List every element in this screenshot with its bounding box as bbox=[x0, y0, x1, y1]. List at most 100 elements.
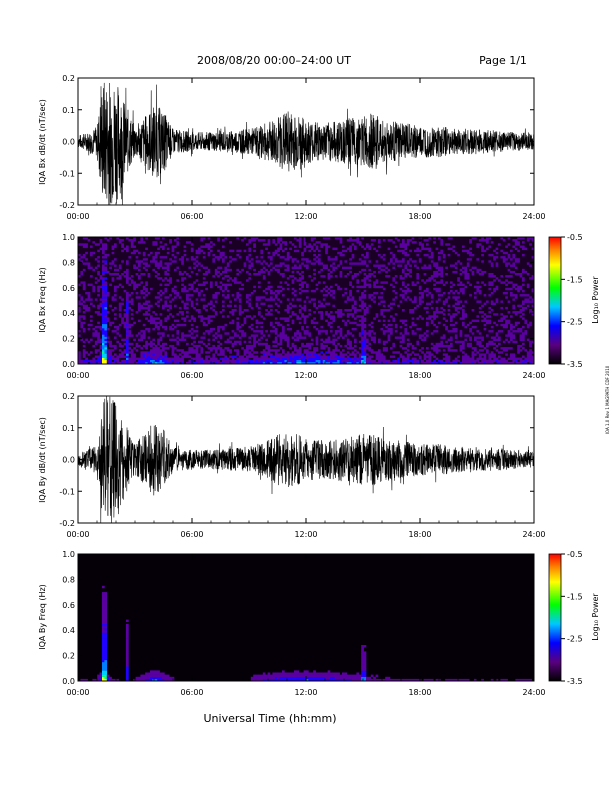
spectrogram-cell bbox=[90, 275, 93, 278]
spectrogram-cell bbox=[238, 357, 242, 361]
spectrogram-cell bbox=[282, 351, 285, 354]
spectrogram-cell bbox=[188, 319, 192, 323]
spectrogram-cell bbox=[104, 619, 108, 623]
spectrogram-cell bbox=[495, 300, 499, 303]
spectrogram-cell bbox=[505, 251, 508, 255]
spectrogram-cell bbox=[363, 313, 367, 316]
spectrogram-cell bbox=[104, 270, 108, 274]
spectrogram-cell bbox=[102, 309, 105, 312]
spectrogram-cell bbox=[486, 321, 489, 325]
spectrogram-cell bbox=[214, 349, 218, 352]
spectrogram-cell bbox=[205, 281, 208, 284]
spectrogram-cell bbox=[488, 357, 492, 361]
spectrogram-cell bbox=[94, 340, 98, 344]
spectrogram-cell bbox=[507, 275, 511, 278]
spectrogram-cell bbox=[428, 351, 432, 354]
spectrogram-cell bbox=[378, 270, 381, 274]
spectrogram-cell bbox=[474, 353, 477, 356]
spectrogram-cell bbox=[313, 253, 316, 257]
spectrogram-cell bbox=[303, 304, 307, 308]
spectrogram-cell bbox=[402, 249, 405, 253]
spectrogram-cell bbox=[390, 361, 393, 365]
spectrogram-cell bbox=[330, 361, 333, 365]
spectrogram-cell bbox=[339, 328, 343, 331]
spectrogram-cell bbox=[454, 270, 458, 274]
spectrogram-cell bbox=[301, 672, 304, 675]
spectrogram-cell bbox=[493, 302, 496, 306]
spectrogram-cell bbox=[325, 344, 328, 348]
spectrogram-cell bbox=[147, 672, 151, 675]
spectrogram-cell bbox=[154, 347, 158, 350]
spectrogram-cell bbox=[109, 361, 112, 365]
spectrogram-cell bbox=[174, 245, 177, 248]
spectrogram-cell bbox=[246, 256, 249, 259]
spectrogram-cell bbox=[92, 332, 96, 335]
spectrogram-cell bbox=[334, 283, 338, 287]
spectrogram-cell bbox=[373, 247, 376, 251]
spectrogram-cell bbox=[104, 638, 108, 642]
spectrogram-cell bbox=[159, 359, 163, 363]
spectrogram-cell bbox=[190, 357, 194, 361]
spectrogram-cell bbox=[94, 342, 98, 346]
spectrogram-cell bbox=[118, 277, 122, 280]
spectrogram-cell bbox=[337, 237, 340, 240]
spectrogram-cell bbox=[106, 239, 110, 242]
spectrogram-cell bbox=[354, 306, 357, 310]
spectrogram-cell bbox=[159, 336, 163, 339]
spectrogram-cell bbox=[181, 273, 184, 276]
spectrogram-cell bbox=[133, 249, 136, 253]
spectrogram-cell bbox=[330, 674, 333, 678]
spectrogram-cell bbox=[337, 251, 340, 255]
spectrogram-cell bbox=[339, 357, 343, 361]
spectrogram-cell bbox=[510, 323, 513, 327]
spectrogram-cell bbox=[118, 344, 122, 348]
spectrogram-cell bbox=[380, 296, 384, 299]
spectrogram-cell bbox=[214, 281, 218, 284]
spectrogram-cell bbox=[78, 300, 81, 303]
spectrogram-cell bbox=[200, 361, 204, 365]
spectrogram-cell bbox=[327, 237, 331, 240]
spectrogram-cell bbox=[195, 309, 199, 312]
spectrogram-cell bbox=[102, 645, 105, 648]
spectrogram-cell bbox=[186, 294, 189, 297]
spectrogram-cell bbox=[154, 676, 158, 680]
spectrogram-cell bbox=[128, 334, 132, 337]
spectrogram-cell bbox=[279, 353, 283, 356]
spectrogram-cell bbox=[462, 311, 465, 314]
spectrogram-cell bbox=[505, 319, 508, 323]
spectrogram-cell bbox=[267, 676, 271, 680]
spectrogram-cell bbox=[339, 260, 343, 263]
spectrogram-cell bbox=[426, 243, 429, 246]
spectrogram-cell bbox=[385, 330, 388, 333]
spectrogram-cell bbox=[99, 359, 103, 363]
spectrogram-cell bbox=[435, 309, 439, 312]
spectrogram-cell bbox=[445, 319, 448, 323]
spectrogram-cell bbox=[339, 344, 343, 348]
spectrogram-cell bbox=[406, 332, 410, 335]
spectrogram-cell bbox=[181, 361, 184, 365]
spectrogram-cell bbox=[248, 273, 252, 276]
spectrogram-cell bbox=[399, 260, 403, 263]
x-tick-label: 06:00 bbox=[180, 212, 203, 221]
spectrogram-cell bbox=[526, 355, 530, 358]
spectrogram-cell bbox=[478, 300, 482, 303]
spectrogram-cell bbox=[488, 306, 492, 310]
spectrogram-cell bbox=[248, 355, 252, 358]
spectrogram-cell bbox=[301, 342, 304, 346]
spectrogram-cell bbox=[378, 353, 381, 356]
spectrogram-cell bbox=[517, 361, 520, 365]
spectrogram-cell bbox=[130, 351, 134, 354]
spectrogram-cell bbox=[363, 657, 367, 661]
spectrogram-cell bbox=[282, 262, 285, 265]
spectrogram-cell bbox=[255, 678, 259, 682]
spectrogram-cell bbox=[102, 672, 105, 675]
spectrogram-cell bbox=[474, 285, 477, 289]
spectrogram-cell bbox=[219, 281, 223, 284]
spectrogram-cell bbox=[130, 241, 134, 244]
spectrogram-cell bbox=[315, 306, 319, 310]
spectrogram-cell bbox=[375, 355, 379, 358]
spectrogram-cell bbox=[200, 347, 204, 350]
spectrogram-cell bbox=[150, 355, 153, 358]
spectrogram-cell bbox=[214, 347, 218, 350]
spectrogram-cell bbox=[224, 237, 228, 240]
